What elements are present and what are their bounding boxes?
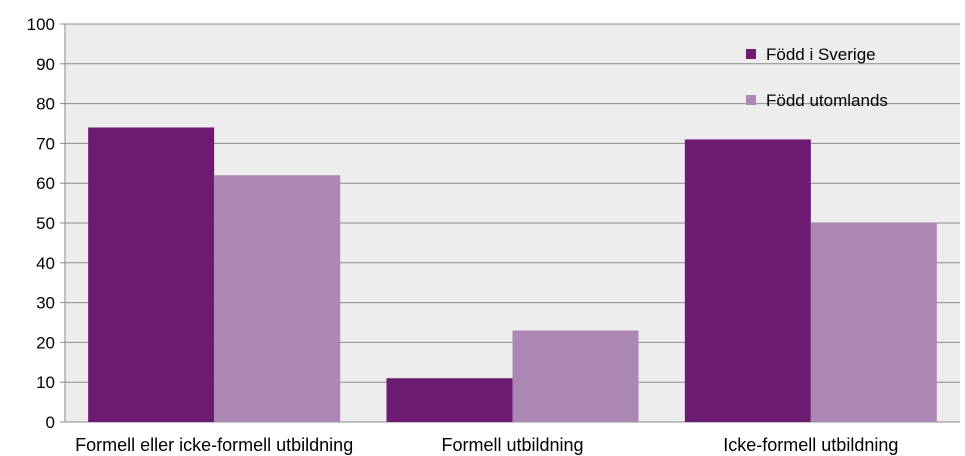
bar-2-0 xyxy=(684,139,811,423)
legend-label-1: Född utomlands xyxy=(766,91,888,110)
bar-2-1 xyxy=(810,223,937,422)
bars xyxy=(88,127,937,423)
x-axis: Formell eller icke-formell utbildning For… xyxy=(75,435,898,455)
y-tick-label: 60 xyxy=(36,174,55,193)
bar-0-1 xyxy=(214,175,341,422)
legend: Född i Sverige Född utomlands xyxy=(746,45,888,110)
y-tick-label: 10 xyxy=(36,373,55,392)
y-tick-label: 90 xyxy=(36,55,55,74)
x-category-label: Icke-formell utbildning xyxy=(723,435,898,455)
x-category-label: Formell eller icke-formell utbildning xyxy=(75,435,353,455)
y-tick-label: 100 xyxy=(27,15,55,34)
y-tick-label: 50 xyxy=(36,214,55,233)
legend-swatch-0 xyxy=(746,49,756,59)
legend-label-0: Född i Sverige xyxy=(766,45,876,64)
y-tick-label: 40 xyxy=(36,254,55,273)
x-category-label: Formell utbildning xyxy=(441,435,583,455)
legend-swatch-1 xyxy=(746,95,756,105)
bar-1-1 xyxy=(512,330,639,422)
y-tick-label: 80 xyxy=(36,95,55,114)
y-tick-label: 20 xyxy=(36,333,55,352)
y-axis: 0 10 20 30 40 50 60 70 80 90 100 xyxy=(27,15,55,432)
y-tick-label: 70 xyxy=(36,134,55,153)
bar-1-0 xyxy=(386,378,513,422)
plot-area: 0 10 20 30 40 50 60 70 80 90 100 Formell eller ick… xyxy=(27,15,960,455)
bar-0-0 xyxy=(88,127,215,422)
y-tick-label: 30 xyxy=(36,294,55,313)
y-tick-label: 0 xyxy=(46,413,55,432)
